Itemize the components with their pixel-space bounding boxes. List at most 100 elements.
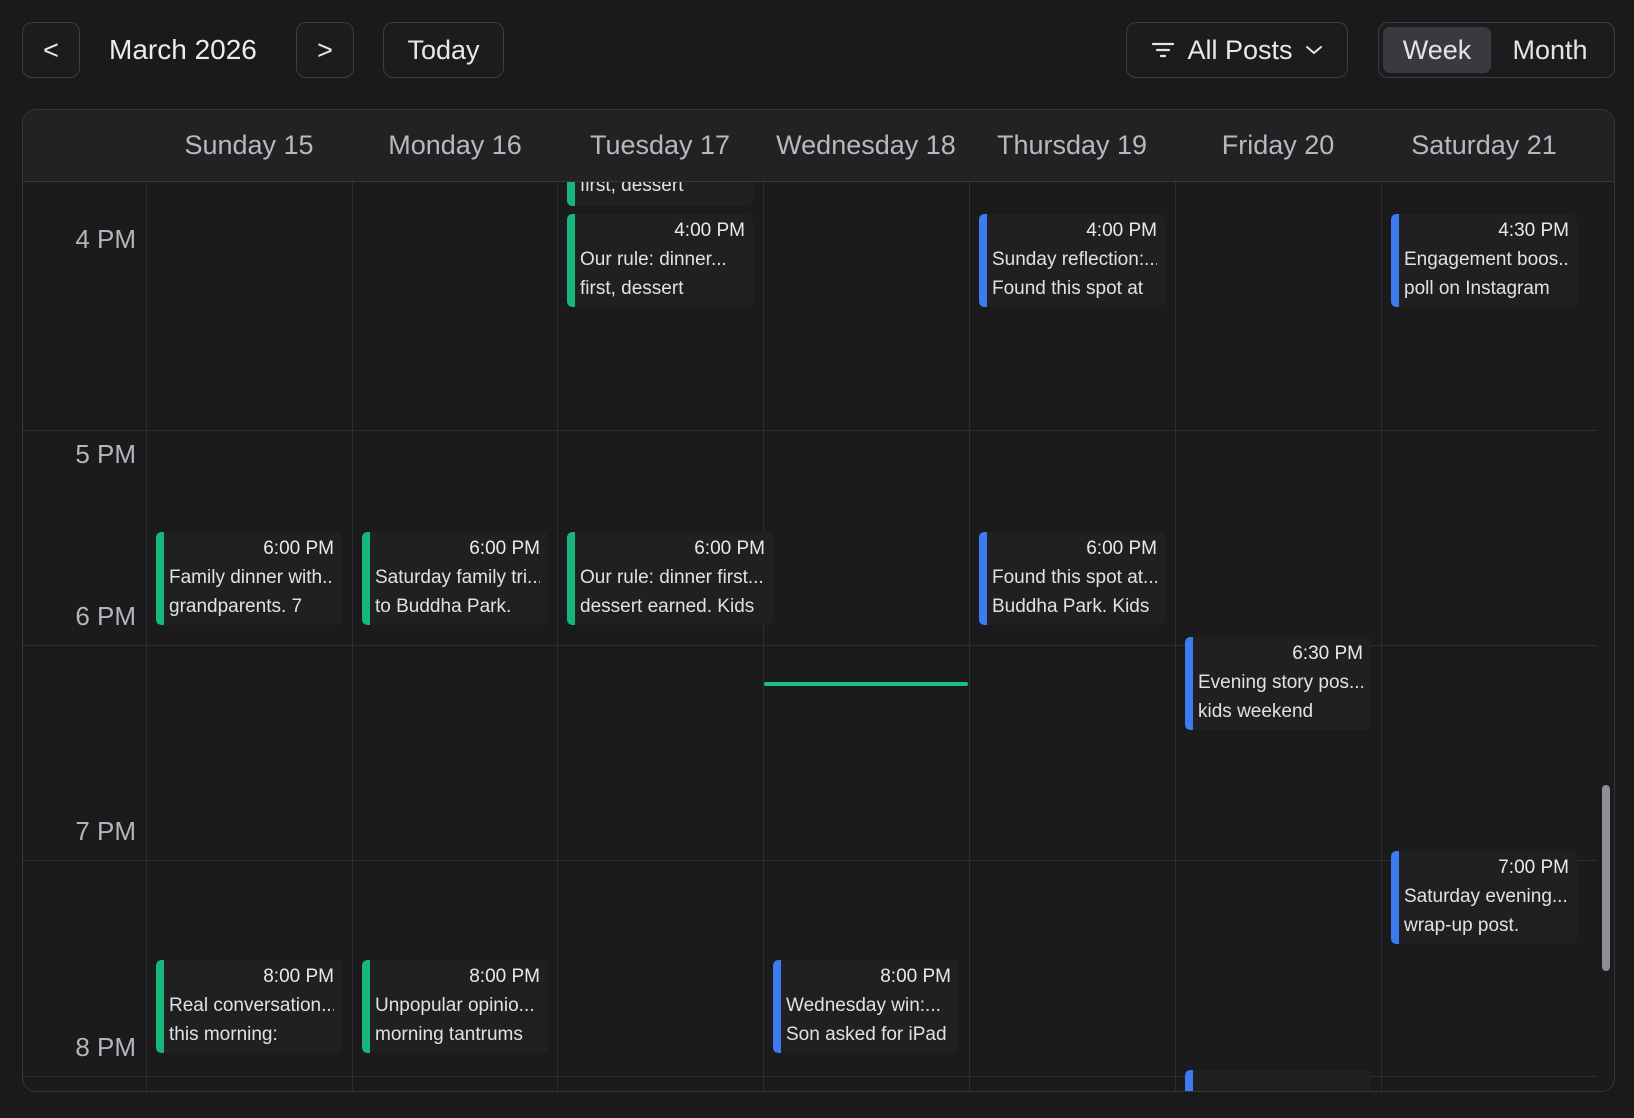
post-event-card[interactable]: 6:00 PM Found this spot at... Buddha Park.… (979, 532, 1165, 625)
hour-divider (23, 1076, 1597, 1077)
event-text: Family dinner with... (169, 567, 334, 588)
post-color-bar (1185, 637, 1193, 730)
view-toggle: Week Month (1378, 22, 1615, 78)
post-event-card[interactable]: 8:00 PM Real conversation... this morning: (156, 960, 342, 1053)
hour-label: 6 PM (75, 601, 136, 631)
event-time: 6:00 PM (694, 538, 765, 559)
event-time: 6:30 PM (1292, 643, 1363, 664)
day-header-sunday-15: Sunday 15 (184, 130, 314, 160)
post-event-card[interactable]: 7:00 PM Saturday evening... wrap-up post. (1391, 851, 1577, 944)
event-text: Evening story pos... (1198, 672, 1363, 693)
event-text: first, dessert (580, 182, 684, 196)
post-event-card[interactable] (1185, 1070, 1371, 1091)
post-event-card[interactable]: 8:00 PM Wednesday win:... Son asked for iP… (773, 960, 959, 1053)
post-color-bar (567, 182, 575, 206)
event-text: Son asked for iPad (786, 1024, 947, 1045)
hour-label: 8 PM (75, 1032, 136, 1062)
chevron-down-icon (1305, 44, 1323, 56)
event-text: morning tantrums (375, 1024, 523, 1045)
event-time: 6:00 PM (1086, 538, 1157, 559)
post-event-card[interactable]: 4:00 PM Our rule: dinner... first, dessert (567, 214, 753, 307)
post-event-card[interactable]: 6:00 PM Our rule: dinner first... dessert … (567, 532, 773, 625)
event-time: 6:00 PM (469, 538, 540, 559)
today-button[interactable]: Today (383, 22, 504, 78)
post-event-card[interactable]: 6:00 PM Saturday family tri... to Buddha P… (362, 532, 548, 625)
post-color-bar (362, 532, 370, 625)
post-event-card[interactable]: 4:30 PM Engagement boos... poll on Instagr… (1391, 214, 1577, 307)
current-time-indicator (764, 682, 968, 686)
post-event-card[interactable]: 6:30 PM Evening story pos... kids weekend (1185, 637, 1371, 730)
event-time: 8:00 PM (880, 966, 951, 987)
event-time: 4:00 PM (674, 220, 745, 241)
post-color-bar (1391, 851, 1399, 944)
event-text: first, dessert (580, 278, 684, 299)
event-time: 4:00 PM (1086, 220, 1157, 241)
event-time: 8:00 PM (469, 966, 540, 987)
post-color-bar (567, 214, 575, 307)
event-text: wrap-up post. (1404, 915, 1520, 936)
event-text: to Buddha Park. (375, 596, 512, 617)
post-color-bar (773, 960, 781, 1053)
event-text: grandparents. 7 (169, 596, 303, 617)
day-header-saturday-21: Saturday 21 (1411, 130, 1557, 160)
next-week-button[interactable]: > (296, 22, 354, 78)
post-color-bar (567, 532, 575, 625)
prev-label: < (43, 34, 59, 65)
column-divider (969, 182, 970, 1091)
event-text: poll on Instagram (1404, 278, 1550, 299)
post-color-bar (156, 532, 164, 625)
post-color-bar (1391, 214, 1399, 307)
post-event-card[interactable]: 8:00 PM Unpopular opinio... morning tantru… (362, 960, 548, 1053)
week-calendar: Sunday 15 Monday 16 Tuesday 17 Wednesday 18… (22, 109, 1615, 1092)
hour-label: 7 PM (75, 816, 136, 846)
post-color-bar (979, 532, 987, 625)
column-divider (557, 182, 558, 1091)
event-text: Our rule: dinner... (580, 249, 727, 270)
week-view-tab[interactable]: Week (1383, 27, 1491, 73)
hour-divider (23, 645, 1597, 646)
post-color-bar (979, 214, 987, 307)
event-text: Engagement boos... (1404, 249, 1569, 270)
event-text: Sunday reflection:... (992, 249, 1157, 270)
post-color-bar (1185, 1070, 1193, 1091)
event-text: Found this spot at (992, 278, 1144, 299)
today-label: Today (407, 34, 480, 65)
event-text: Wednesday win:... (786, 995, 941, 1016)
event-time: 8:00 PM (263, 966, 334, 987)
day-header-friday-20: Friday 20 (1221, 130, 1335, 160)
post-filter-dropdown[interactable]: All Posts (1126, 22, 1348, 78)
column-divider (763, 182, 764, 1091)
day-header-monday-16: Monday 16 (388, 130, 522, 160)
event-text: Buddha Park. Kids (992, 596, 1150, 617)
page-title: March 2026 (109, 34, 257, 65)
post-event-card[interactable]: first, dessert (567, 182, 753, 206)
post-color-bar (156, 960, 164, 1053)
event-text: Real conversation... (169, 995, 334, 1016)
event-text: Found this spot at... (992, 567, 1157, 588)
day-header-wednesday-18: Wednesday 18 (776, 130, 956, 160)
month-view-tab[interactable]: Month (1512, 34, 1588, 65)
scrollbar[interactable] (1602, 785, 1610, 971)
filter-icon (1151, 40, 1175, 60)
event-text: this morning: (169, 1024, 278, 1045)
post-event-card[interactable]: 4:00 PM Sunday reflection:... Found this s… (979, 214, 1165, 307)
hour-divider (23, 860, 1597, 861)
day-header-thursday-19: Thursday 19 (996, 130, 1148, 160)
day-header-row: Sunday 15 Monday 16 Tuesday 17 Wednesday 18… (23, 110, 1614, 182)
event-time: 6:00 PM (263, 538, 334, 559)
event-text: Our rule: dinner first... (580, 567, 764, 588)
hour-label: 4 PM (75, 224, 136, 254)
event-text: Saturday evening... (1404, 886, 1568, 907)
hour-label: 5 PM (75, 439, 136, 469)
event-text: dessert earned. Kids (580, 596, 755, 617)
post-event-card[interactable]: 6:00 PM Family dinner with... grandparents… (156, 532, 342, 625)
post-color-bar (362, 960, 370, 1053)
event-text: Saturday family tri... (375, 567, 540, 588)
column-divider (1381, 182, 1382, 1091)
column-divider (1175, 182, 1176, 1091)
next-label: > (317, 34, 333, 65)
prev-week-button[interactable]: < (22, 22, 80, 78)
column-divider (352, 182, 353, 1091)
event-text: Unpopular opinio... (375, 995, 535, 1016)
